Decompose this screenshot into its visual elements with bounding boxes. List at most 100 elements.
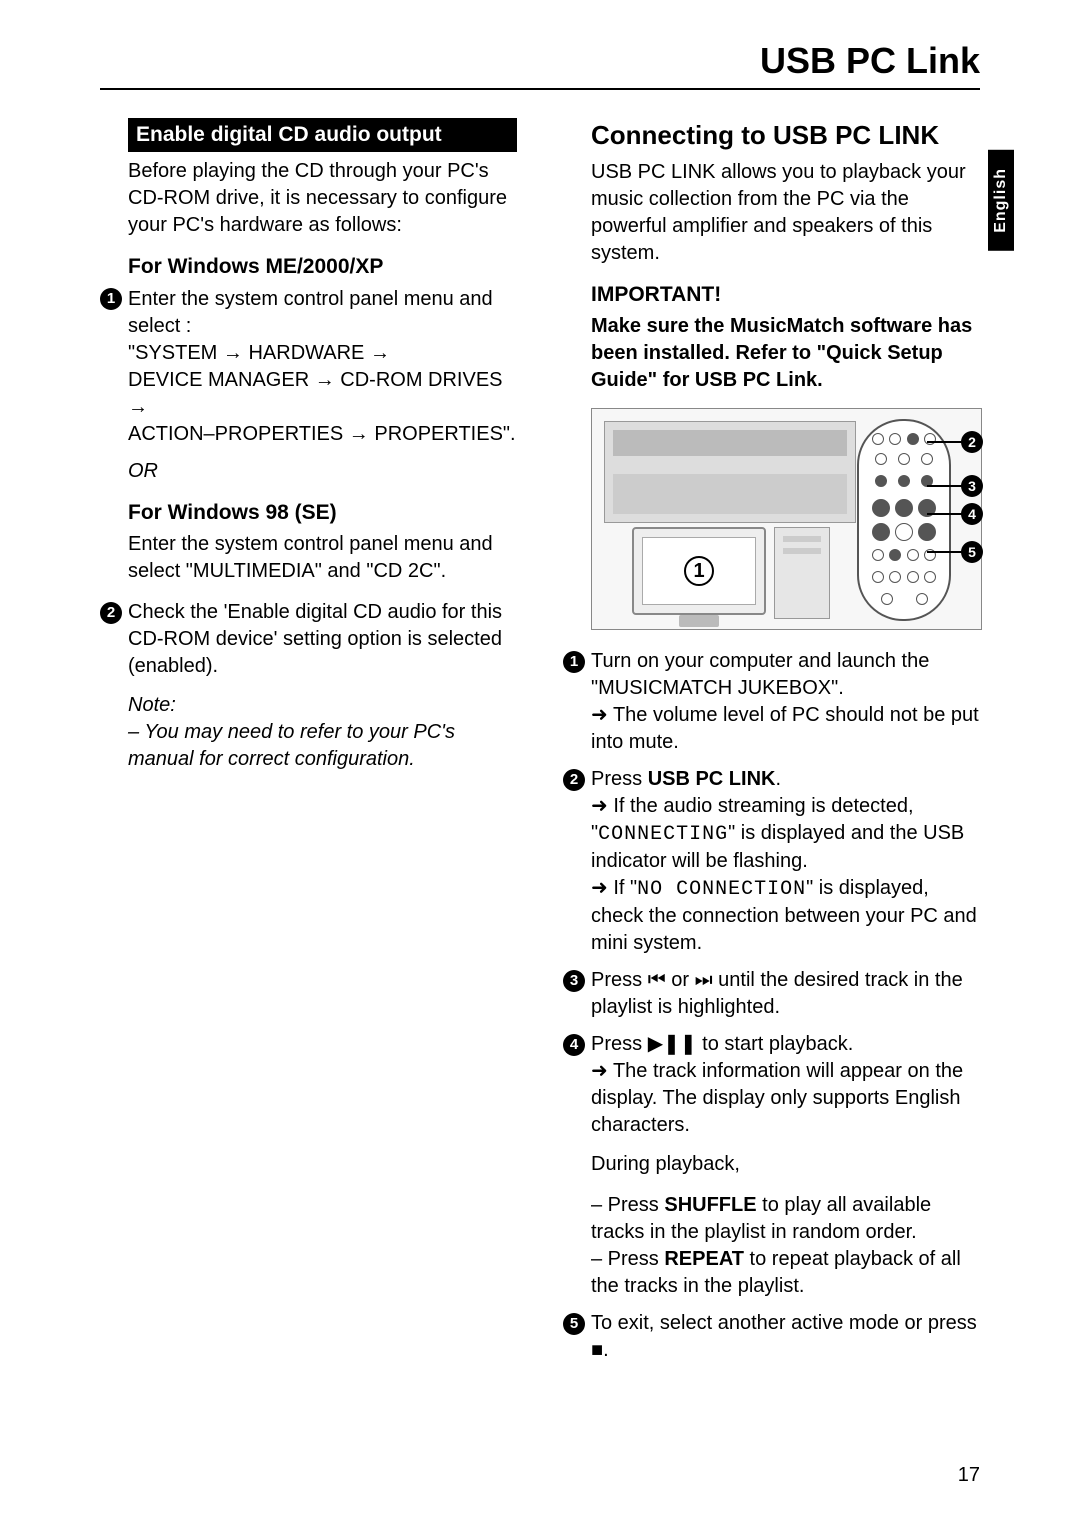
- t: Press: [591, 969, 648, 991]
- during-2: – Press REPEAT to repeat playback of all…: [591, 1246, 980, 1300]
- path-a: "SYSTEM: [128, 342, 217, 364]
- stereo-graphic: [604, 421, 856, 523]
- section-title-connecting: Connecting to USB PC LINK: [591, 118, 980, 153]
- during-head: During playback,: [591, 1151, 980, 1178]
- important-body: Make sure the MusicMatch software has be…: [591, 313, 980, 394]
- callout-1-icon: 1: [684, 556, 714, 586]
- two-column-layout: Enable digital CD audio output Before pl…: [100, 118, 980, 1374]
- t: REPEAT: [664, 1248, 744, 1270]
- callout-4: 4: [927, 503, 983, 525]
- path-e: ACTION–PROPERTIES: [128, 423, 343, 445]
- note-head: Note:: [128, 692, 517, 719]
- right-intro: USB PC LINK allows you to playback your …: [591, 159, 980, 267]
- bullet-arrow-icon: [591, 877, 613, 899]
- path-b: HARDWARE: [248, 342, 364, 364]
- step-1: 1 Enter the system control panel menu an…: [128, 286, 517, 448]
- note-block: Note: – You may need to refer to your PC…: [128, 692, 517, 773]
- monitor-screen: 1: [642, 537, 756, 605]
- step-number-5: 5: [563, 1310, 591, 1337]
- monitor-graphic: 1: [632, 527, 766, 615]
- rstep-1: 1 Turn on your computer and launch the "…: [591, 648, 980, 756]
- arrow-right-icon: →: [223, 342, 243, 364]
- bullet-arrow-icon: [591, 795, 613, 817]
- subhead-win98: For Windows 98 (SE): [128, 499, 517, 527]
- arrow-right-icon: →: [370, 342, 390, 364]
- arrow-right-icon: →: [315, 369, 335, 391]
- rstep-2: 2 Press USB PC LINK. If the audio stream…: [591, 766, 980, 957]
- path-c: DEVICE MANAGER: [128, 369, 309, 391]
- t: .: [775, 768, 781, 790]
- t: To exit, select another active mode or p…: [591, 1312, 977, 1334]
- pc-tower-graphic: [774, 527, 830, 619]
- t: The volume level of PC should not be put…: [591, 704, 979, 753]
- stop-icon: ■: [591, 1339, 603, 1361]
- step-number-2: 2: [563, 766, 591, 793]
- callout-num: 2: [961, 431, 983, 453]
- t: Press: [591, 1033, 648, 1055]
- rstep-4: 4 Press ▶❚❚ to start playback. The track…: [591, 1031, 980, 1300]
- callout-5: 5: [927, 541, 983, 563]
- next-track-icon: ⏭: [695, 969, 713, 991]
- t: SHUFFLE: [664, 1194, 756, 1216]
- during-1: – Press SHUFFLE to play all available tr…: [591, 1192, 980, 1246]
- connection-illustration: 1 2 3 4 5: [591, 408, 982, 630]
- manual-page: USB PC Link English Enable digital CD au…: [0, 0, 1080, 1529]
- intro-text: Before playing the CD through your PC's …: [128, 158, 517, 239]
- step-number-1: 1: [100, 286, 128, 313]
- page-title: USB PC Link: [100, 40, 980, 90]
- arrow-right-icon: →: [128, 396, 148, 418]
- t: Press: [591, 768, 648, 790]
- step-number-4: 4: [563, 1031, 591, 1058]
- step-2: 2 Check the 'Enable digital CD audio for…: [128, 599, 517, 680]
- page-number: 17: [958, 1464, 980, 1487]
- rstep-3: 3 Press ⏮ or ⏭ until the desired track i…: [591, 967, 980, 1021]
- rstep-5-body: To exit, select another active mode or p…: [591, 1310, 980, 1364]
- callout-2: 2: [927, 431, 983, 453]
- lcd-text: NO CONNECTION: [637, 878, 806, 901]
- t: If ": [613, 877, 637, 899]
- win98-text: Enter the system control panel menu and …: [128, 531, 517, 585]
- t: MULTIMEDIA: [193, 560, 315, 582]
- callout-num: 5: [961, 541, 983, 563]
- t: or: [666, 969, 695, 991]
- callout-3: 3: [927, 475, 983, 497]
- t: ".: [433, 560, 446, 582]
- section-bar-enable-cd: Enable digital CD audio output: [128, 118, 517, 152]
- rstep-2-body: Press USB PC LINK. If the audio streamin…: [591, 766, 980, 957]
- t: The track information will appear on the…: [591, 1060, 963, 1136]
- rstep-1-body: Turn on your computer and launch the "MU…: [591, 648, 980, 756]
- step-1-body: Enter the system control panel menu and …: [128, 286, 517, 448]
- important-head: IMPORTANT!: [591, 281, 980, 309]
- t: .: [603, 1339, 609, 1361]
- bullet-arrow-icon: [591, 1060, 613, 1082]
- rstep-5: 5 To exit, select another active mode or…: [591, 1310, 980, 1364]
- t: USB PC LINK: [648, 768, 776, 790]
- path-d: CD-ROM DRIVES: [340, 369, 502, 391]
- play-pause-icon: ▶❚❚: [648, 1033, 697, 1055]
- language-tab: English: [988, 150, 1014, 251]
- lcd-text: CONNECTING: [598, 823, 728, 846]
- or-separator: OR: [128, 458, 517, 485]
- subhead-winme: For Windows ME/2000/XP: [128, 253, 517, 281]
- t: " and ": [315, 560, 374, 582]
- path-f: PROPERTIES".: [374, 423, 515, 445]
- rstep-4-body: Press ▶❚❚ to start playback. The track i…: [591, 1031, 980, 1300]
- bullet-arrow-icon: [591, 704, 613, 726]
- step-number-2: 2: [100, 599, 128, 626]
- t: MUSICMATCH JUKEBOX: [598, 677, 831, 699]
- right-column: Connecting to USB PC LINK USB PC LINK al…: [563, 118, 980, 1374]
- t: to start playback.: [697, 1033, 854, 1055]
- path-line: "SYSTEM → HARDWARE → DEVICE MANAGER → CD…: [128, 342, 516, 445]
- step-number-3: 3: [563, 967, 591, 994]
- t: ".: [831, 677, 844, 699]
- t: CD 2C: [373, 560, 433, 582]
- callout-num: 3: [961, 475, 983, 497]
- step-1-text: Enter the system control panel menu and …: [128, 288, 493, 337]
- step-2-body: Check the 'Enable digital CD audio for t…: [128, 599, 517, 680]
- step-number-1: 1: [563, 648, 591, 675]
- callout-num: 4: [961, 503, 983, 525]
- t: – Press: [591, 1248, 664, 1270]
- rstep-3-body: Press ⏮ or ⏭ until the desired track in …: [591, 967, 980, 1021]
- note-body: – You may need to refer to your PC's man…: [128, 719, 517, 773]
- left-column: Enable digital CD audio output Before pl…: [100, 118, 517, 1374]
